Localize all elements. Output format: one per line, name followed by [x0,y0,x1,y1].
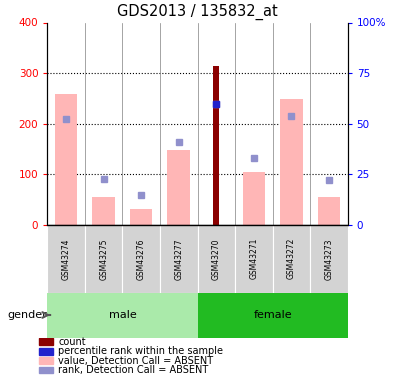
FancyBboxPatch shape [160,225,198,292]
Bar [318,197,340,225]
Text: male: male [109,310,136,320]
Text: GSM43276: GSM43276 [137,238,146,279]
FancyBboxPatch shape [235,225,273,292]
FancyBboxPatch shape [273,225,310,292]
Text: rank, Detection Call = ABSENT: rank, Detection Call = ABSENT [58,365,209,375]
FancyBboxPatch shape [47,225,85,292]
Title: GDS2013 / 135832_at: GDS2013 / 135832_at [117,3,278,20]
Text: GSM43272: GSM43272 [287,238,296,279]
Text: GSM43273: GSM43273 [324,238,333,279]
FancyBboxPatch shape [198,225,235,292]
Text: female: female [253,310,292,320]
Bar [39,348,53,355]
Bar [92,197,115,225]
Text: percentile rank within the sample: percentile rank within the sample [58,346,223,356]
FancyBboxPatch shape [310,225,348,292]
Text: count: count [58,337,86,347]
Text: GSM43270: GSM43270 [212,238,221,279]
Bar [243,172,265,225]
FancyBboxPatch shape [122,225,160,292]
Bar [39,367,53,374]
Text: GSM43274: GSM43274 [62,238,71,279]
Text: GSM43275: GSM43275 [99,238,108,279]
Text: GSM43277: GSM43277 [174,238,183,279]
Bar [167,150,190,225]
FancyBboxPatch shape [85,225,122,292]
Text: gender: gender [8,310,47,320]
Bar [130,209,152,225]
Bar [213,66,219,225]
Text: GSM43271: GSM43271 [249,238,258,279]
Bar [39,338,53,345]
Bar [280,99,303,225]
Bar [55,94,77,225]
Bar [39,357,53,364]
Bar [198,292,348,338]
Text: value, Detection Call = ABSENT: value, Detection Call = ABSENT [58,356,213,366]
Bar [47,292,198,338]
